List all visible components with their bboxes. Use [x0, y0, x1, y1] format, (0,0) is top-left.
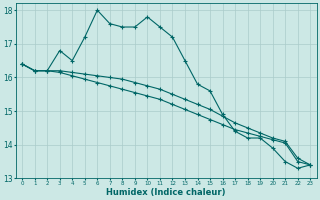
X-axis label: Humidex (Indice chaleur): Humidex (Indice chaleur) [107, 188, 226, 197]
